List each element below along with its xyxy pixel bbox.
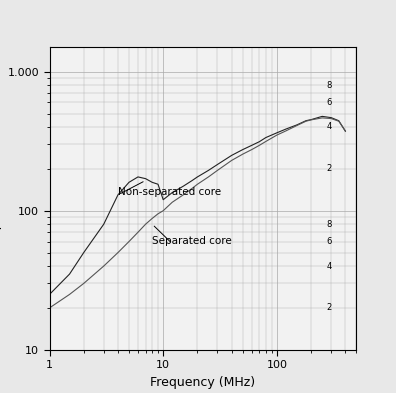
Separated core — [257, 143, 262, 148]
Non-separated core — [135, 174, 140, 179]
Non-separated core — [229, 153, 234, 158]
Non-separated core — [263, 135, 268, 140]
Separated core — [320, 116, 325, 120]
Text: Separated core: Separated core — [152, 236, 232, 246]
Separated core — [329, 116, 333, 121]
Non-separated core — [156, 182, 160, 187]
Separated core — [143, 222, 148, 226]
Non-separated core — [284, 127, 288, 131]
Line: Separated core: Separated core — [50, 118, 345, 308]
Non-separated core — [304, 118, 308, 123]
Separated core — [67, 292, 72, 297]
Non-separated core — [249, 143, 254, 148]
Text: 8: 8 — [326, 220, 331, 229]
Text: 4: 4 — [326, 262, 331, 270]
Separated core — [309, 118, 314, 122]
Non-separated core — [150, 180, 154, 185]
Text: 6: 6 — [326, 98, 331, 107]
Separated core — [116, 250, 120, 255]
Separated core — [229, 158, 234, 163]
Text: Non-separated core: Non-separated core — [118, 187, 221, 197]
Non-separated core — [343, 129, 348, 134]
Non-separated core — [181, 184, 186, 189]
Non-separated core — [190, 178, 194, 183]
Separated core — [263, 139, 268, 144]
Non-separated core — [101, 222, 106, 226]
Non-separated core — [274, 130, 279, 135]
Y-axis label: Impedance (Ω): Impedance (Ω) — [0, 152, 2, 245]
Separated core — [170, 200, 175, 205]
Text: 2: 2 — [326, 164, 331, 173]
Separated core — [240, 152, 245, 156]
Non-separated core — [257, 140, 262, 144]
Separated core — [161, 208, 166, 213]
Separated core — [284, 129, 288, 133]
Separated core — [337, 119, 341, 123]
Text: 2: 2 — [326, 303, 331, 312]
Separated core — [47, 305, 52, 310]
Line: Non-separated core: Non-separated core — [50, 116, 345, 294]
Non-separated core — [206, 168, 211, 173]
Separated core — [150, 216, 154, 221]
Separated core — [81, 281, 86, 286]
Non-separated core — [295, 123, 299, 127]
Non-separated core — [329, 115, 333, 120]
Text: 4: 4 — [326, 123, 331, 132]
Non-separated core — [195, 174, 200, 179]
Non-separated core — [127, 180, 131, 185]
Separated core — [206, 174, 211, 179]
Separated core — [295, 123, 299, 128]
Separated core — [127, 239, 131, 244]
Separated core — [274, 133, 279, 138]
Separated core — [181, 193, 186, 197]
X-axis label: Frequency (MHz): Frequency (MHz) — [150, 376, 255, 389]
Non-separated core — [47, 292, 52, 297]
Separated core — [249, 147, 254, 152]
Non-separated core — [170, 190, 175, 195]
Non-separated core — [309, 117, 314, 122]
Non-separated core — [215, 162, 220, 167]
Non-separated core — [240, 147, 245, 152]
Separated core — [343, 129, 348, 133]
Separated core — [156, 211, 160, 216]
Separated core — [135, 230, 140, 235]
Separated core — [304, 119, 308, 123]
Non-separated core — [81, 250, 86, 255]
Non-separated core — [337, 118, 341, 123]
Non-separated core — [143, 176, 148, 181]
Separated core — [101, 264, 106, 268]
Separated core — [195, 182, 200, 187]
Non-separated core — [320, 114, 325, 119]
Non-separated core — [116, 193, 120, 197]
Separated core — [190, 186, 194, 191]
Text: 8: 8 — [326, 81, 331, 90]
Separated core — [215, 168, 220, 173]
Non-separated core — [161, 197, 166, 202]
Text: 6: 6 — [326, 237, 331, 246]
Non-separated core — [67, 272, 72, 276]
